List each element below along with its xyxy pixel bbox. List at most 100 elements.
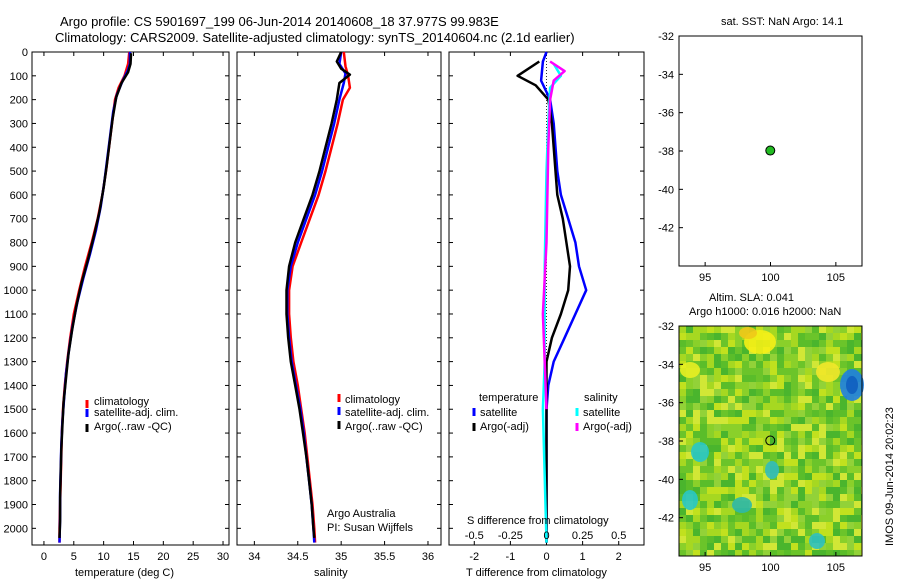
sla-cell xyxy=(833,417,840,424)
sla-cell xyxy=(854,347,861,354)
sla-cell xyxy=(728,494,735,501)
sla-cell xyxy=(847,515,854,522)
sla-cell xyxy=(833,403,840,410)
sla-cell xyxy=(847,459,854,466)
sla-cell xyxy=(777,445,784,452)
sla-cell xyxy=(854,403,861,410)
y-tick-label: 1000 xyxy=(4,285,28,297)
sla-cell xyxy=(714,501,721,508)
x-tick-label: 34 xyxy=(248,551,260,563)
sla-cell xyxy=(833,431,840,438)
sla-cell xyxy=(700,333,707,340)
sla-cell xyxy=(686,389,693,396)
sla-cell xyxy=(798,459,805,466)
sla-cell xyxy=(735,333,742,340)
sla-cell xyxy=(707,473,714,480)
sla-cell xyxy=(791,438,798,445)
sla-cell xyxy=(679,501,686,508)
x-tick-label: 10 xyxy=(98,551,110,563)
sla-cell xyxy=(735,417,742,424)
sla-cell xyxy=(749,410,756,417)
sla-cell xyxy=(791,347,798,354)
sla-cell xyxy=(854,452,861,459)
sla-cell xyxy=(812,438,819,445)
sla-cell xyxy=(819,403,826,410)
y-tick-label: 500 xyxy=(10,166,28,178)
sla-cell xyxy=(728,508,735,515)
sla-cell xyxy=(686,347,693,354)
sla-cell xyxy=(693,354,700,361)
sla-cell xyxy=(714,403,721,410)
sla-cell xyxy=(798,494,805,501)
sla-anomaly-blob xyxy=(816,362,840,382)
sla-cell xyxy=(679,445,686,452)
sla-cell xyxy=(833,361,840,368)
sla-cell xyxy=(735,543,742,550)
sla-cell xyxy=(735,438,742,445)
sla-cell xyxy=(777,508,784,515)
y-tick-label: 300 xyxy=(10,118,28,130)
sla-cell xyxy=(819,389,826,396)
sla-cell xyxy=(777,529,784,536)
sla-cell xyxy=(847,326,854,333)
sla-cell xyxy=(693,410,700,417)
sla-cell xyxy=(770,431,777,438)
sla-cell xyxy=(812,417,819,424)
lon-tick-label: 105 xyxy=(827,562,845,574)
sla-cell xyxy=(721,480,728,487)
sla-cell xyxy=(805,508,812,515)
sla-cell xyxy=(763,515,770,522)
sla-cell xyxy=(707,529,714,536)
sla-cell xyxy=(728,333,735,340)
sla-cell xyxy=(686,403,693,410)
legend-label-salinity-satellite: satellite xyxy=(583,407,620,419)
sla-cell xyxy=(805,403,812,410)
sla-cell xyxy=(728,529,735,536)
sla-cell xyxy=(679,354,686,361)
x-tick-label: 1 xyxy=(580,551,586,563)
sla-cell xyxy=(791,459,798,466)
legend-label-temperature-argo: Argo(-adj) xyxy=(480,421,529,433)
sla-cell xyxy=(791,473,798,480)
sla-cell xyxy=(742,529,749,536)
sla-cell xyxy=(784,543,791,550)
sla-cell xyxy=(686,445,693,452)
sla-cell xyxy=(819,340,826,347)
sla-cell xyxy=(805,452,812,459)
sla-cell xyxy=(728,445,735,452)
sla-cell xyxy=(679,508,686,515)
sla-cell xyxy=(693,487,700,494)
y-tick-label: 1800 xyxy=(4,476,28,488)
sla-cell xyxy=(693,438,700,445)
sla-cell xyxy=(707,389,714,396)
sla-cell xyxy=(700,382,707,389)
sla-cell xyxy=(826,466,833,473)
sla-cell xyxy=(749,515,756,522)
sla-cell xyxy=(714,396,721,403)
sla-cell xyxy=(847,361,854,368)
sla-cell xyxy=(777,382,784,389)
sla-cell xyxy=(770,424,777,431)
sla-cell xyxy=(819,487,826,494)
sla-cell xyxy=(819,466,826,473)
sla-cell xyxy=(826,522,833,529)
sla-cell xyxy=(721,522,728,529)
sla-cell xyxy=(770,515,777,522)
sla-cell xyxy=(854,494,861,501)
sla-cell xyxy=(707,417,714,424)
sla-cell xyxy=(700,389,707,396)
sla-cell xyxy=(756,417,763,424)
sla-cell xyxy=(728,536,735,543)
sla-cell xyxy=(784,424,791,431)
sla-cell xyxy=(812,382,819,389)
sla-cell xyxy=(728,459,735,466)
sla-cell xyxy=(847,543,854,550)
sla-cell xyxy=(693,389,700,396)
sla-cell xyxy=(721,494,728,501)
sla-cell xyxy=(707,361,714,368)
salinity-legend: climatology satellite-adj. clim. Argo(..… xyxy=(337,394,429,433)
sla-cell xyxy=(679,424,686,431)
sla-cell xyxy=(770,501,777,508)
sla-cell xyxy=(749,417,756,424)
sla-cell xyxy=(763,424,770,431)
